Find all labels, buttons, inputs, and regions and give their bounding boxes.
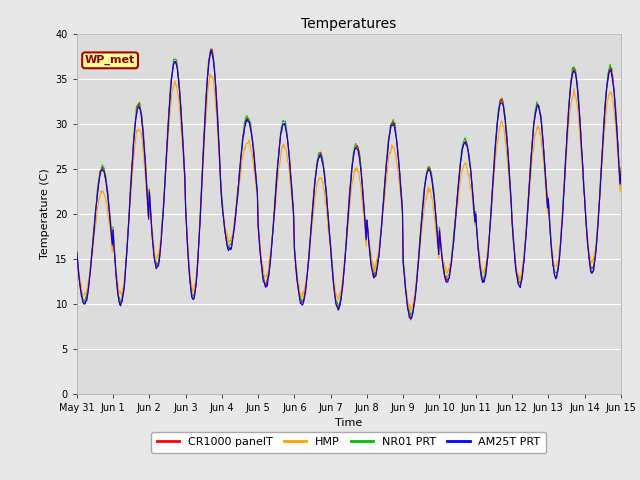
AM25T PRT <box>408 315 415 321</box>
HMP <box>461 162 468 168</box>
NR01 PRT <box>248 132 256 138</box>
AM25T PRT <box>461 140 468 145</box>
NR01 PRT <box>461 136 468 142</box>
CR1000 panelT <box>248 135 256 141</box>
Line: CR1000 panelT: CR1000 panelT <box>77 49 640 320</box>
AM25T PRT <box>248 135 256 141</box>
CR1000 panelT <box>407 317 415 323</box>
NR01 PRT <box>428 173 436 179</box>
HMP <box>248 151 256 156</box>
AM25T PRT <box>428 177 436 183</box>
NR01 PRT <box>141 150 148 156</box>
NR01 PRT <box>207 46 214 52</box>
NR01 PRT <box>299 297 307 303</box>
AM25T PRT <box>141 153 148 159</box>
HMP <box>277 152 285 157</box>
NR01 PRT <box>73 247 81 253</box>
NR01 PRT <box>407 312 415 318</box>
AM25T PRT <box>207 48 215 54</box>
AM25T PRT <box>73 250 81 255</box>
NR01 PRT <box>277 129 285 134</box>
Line: HMP: HMP <box>77 74 640 311</box>
CR1000 panelT <box>428 176 436 182</box>
Y-axis label: Temperature (C): Temperature (C) <box>40 168 50 259</box>
Text: WP_met: WP_met <box>85 55 135 65</box>
X-axis label: Time: Time <box>335 418 362 428</box>
CR1000 panelT <box>208 46 216 52</box>
AM25T PRT <box>299 302 307 308</box>
CR1000 panelT <box>141 152 148 158</box>
CR1000 panelT <box>277 130 285 135</box>
HMP <box>73 254 81 260</box>
AM25T PRT <box>277 130 285 136</box>
CR1000 panelT <box>299 299 307 305</box>
Line: NR01 PRT: NR01 PRT <box>77 49 640 315</box>
HMP <box>299 289 307 295</box>
HMP <box>428 195 436 201</box>
HMP <box>206 72 214 77</box>
CR1000 panelT <box>73 250 81 256</box>
Legend: CR1000 panelT, HMP, NR01 PRT, AM25T PRT: CR1000 panelT, HMP, NR01 PRT, AM25T PRT <box>152 432 546 453</box>
Line: AM25T PRT: AM25T PRT <box>77 51 640 318</box>
CR1000 panelT <box>461 141 468 146</box>
HMP <box>407 308 415 313</box>
HMP <box>141 168 148 174</box>
Title: Temperatures: Temperatures <box>301 17 396 31</box>
